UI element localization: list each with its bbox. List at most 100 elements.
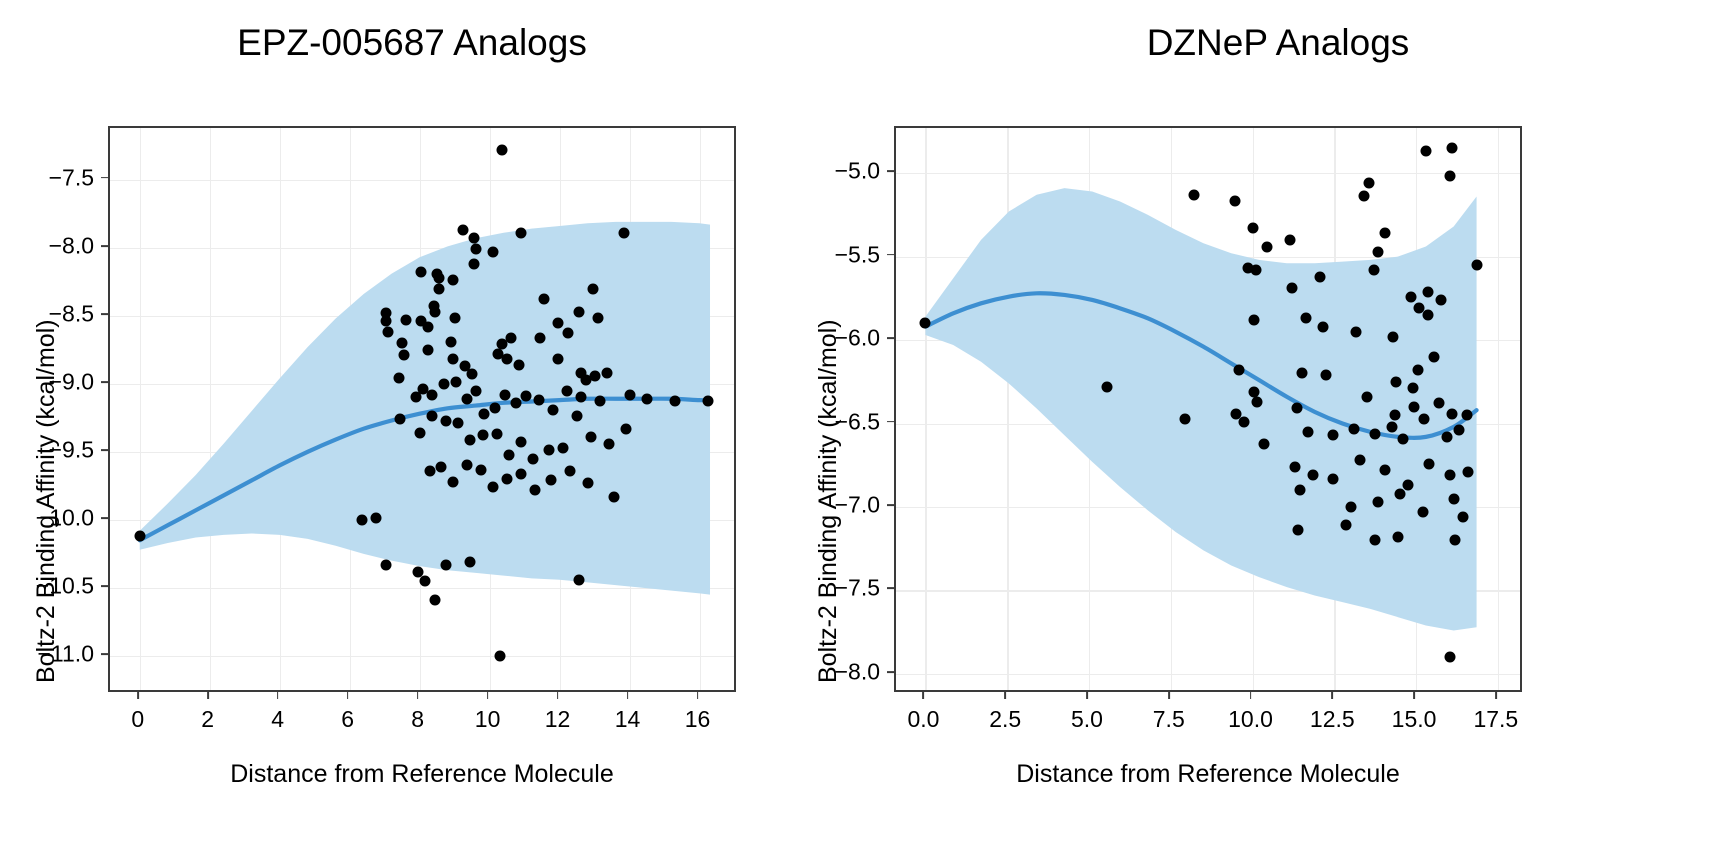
scatter-point <box>447 274 459 286</box>
y-tick-mark <box>101 380 108 383</box>
panel-dznep: DZNeP Analogs Boltz-2 Binding Affinity (… <box>814 0 1728 848</box>
scatter-point <box>702 395 714 407</box>
x-tick-mark <box>626 692 629 699</box>
scatter-point <box>501 353 513 365</box>
gridline-horizontal <box>110 655 734 658</box>
scatter-point <box>1314 271 1326 283</box>
scatter-point <box>1420 145 1432 157</box>
x-tick-label: 10 <box>474 706 501 732</box>
scatter-point <box>515 227 527 239</box>
scatter-point <box>1402 479 1414 491</box>
scatter-point <box>424 465 436 477</box>
scatter-point <box>440 559 452 571</box>
scatter-point <box>1446 142 1458 154</box>
scatter-point <box>491 428 503 440</box>
scatter-point <box>1446 408 1458 419</box>
scatter-point <box>1327 473 1339 485</box>
scatter-point <box>494 650 506 662</box>
x-tick-label: 8 <box>411 706 425 732</box>
y-tick-mark <box>887 671 894 673</box>
scatter-point <box>415 315 427 327</box>
y-tick-label: −9.0 <box>48 368 94 395</box>
scatter-point <box>1407 382 1419 394</box>
scatter-point <box>1461 409 1473 421</box>
scatter-point <box>601 367 613 379</box>
scatter-point <box>1453 424 1465 436</box>
scatter-point <box>543 444 555 456</box>
confidence-band <box>139 221 711 595</box>
scatter-point <box>459 360 471 372</box>
x-tick-mark <box>1494 692 1497 699</box>
scatter-point <box>1457 511 1469 523</box>
scatter-point <box>447 476 459 488</box>
scatter-point <box>1413 302 1425 314</box>
scatter-point <box>426 389 438 401</box>
scatter-point <box>487 246 499 258</box>
scatter-point <box>515 436 527 448</box>
y-tick-mark <box>101 516 108 519</box>
scatter-point <box>356 514 368 526</box>
scatter-point <box>475 464 487 475</box>
plot-wrap-right <box>894 126 1522 692</box>
scatter-point <box>461 393 473 405</box>
y-tick-label: −6.5 <box>834 408 880 435</box>
y-tick-label: −7.0 <box>834 491 880 518</box>
scatter-point <box>470 385 482 397</box>
scatter-point <box>433 272 445 284</box>
scatter-point <box>534 332 546 344</box>
scatter-point <box>1179 413 1191 424</box>
gridline-vertical <box>925 128 927 690</box>
scatter-point <box>470 243 482 255</box>
gridline-vertical <box>1007 128 1009 690</box>
y-tick-label: −8.5 <box>48 300 94 327</box>
scatter-point <box>1317 321 1329 333</box>
scatter-point <box>1358 190 1370 202</box>
scatter-point <box>499 389 511 401</box>
scatter-point <box>1422 286 1433 298</box>
x-tick-label: 15.0 <box>1391 706 1437 732</box>
scatter-point <box>1292 524 1304 536</box>
scatter-point <box>382 326 394 338</box>
y-tick-label: −5.0 <box>834 157 880 184</box>
scatter-point <box>489 402 501 414</box>
scatter-point <box>478 408 490 420</box>
scatter-point <box>1230 408 1242 419</box>
scatter-point <box>1188 189 1200 201</box>
gridline-horizontal <box>896 673 1520 676</box>
y-tick-mark <box>101 448 108 451</box>
scatter-point <box>1247 222 1259 234</box>
y-tick-label: −8.0 <box>834 658 880 685</box>
x-tick-mark <box>486 692 489 699</box>
scatter-point <box>440 415 452 427</box>
scatter-point <box>1294 484 1306 496</box>
scatter-point <box>520 390 532 402</box>
scatter-point <box>1441 431 1453 443</box>
scatter-point <box>492 348 504 360</box>
scatter-point <box>412 566 424 578</box>
scatter-point <box>1286 282 1298 294</box>
scatter-point <box>1348 423 1360 435</box>
x-tick-label: 12 <box>544 706 571 732</box>
scatter-point <box>380 307 392 319</box>
scatter-point <box>503 449 515 461</box>
scatter-point <box>447 353 459 365</box>
scatter-point <box>449 312 461 324</box>
scatter-point <box>1379 464 1391 476</box>
scatter-point <box>533 394 545 406</box>
scatter-point <box>1101 381 1113 393</box>
trend-line <box>923 291 1479 440</box>
gridline-horizontal <box>896 590 1520 592</box>
y-tick-label: −11.0 <box>37 640 95 667</box>
scatter-point <box>398 349 410 361</box>
scatter-point <box>414 427 426 439</box>
scatter-point <box>1238 416 1250 428</box>
scatter-point <box>394 413 406 425</box>
scatter-point <box>1369 428 1381 440</box>
scatter-point <box>400 314 412 326</box>
scatter-point <box>452 417 464 429</box>
y-tick-mark <box>887 420 894 423</box>
x-tick-label: 5.0 <box>1070 706 1103 732</box>
scatter-point <box>1229 195 1241 207</box>
scatter-point <box>618 227 630 239</box>
y-tick-label: −6.0 <box>834 324 880 351</box>
